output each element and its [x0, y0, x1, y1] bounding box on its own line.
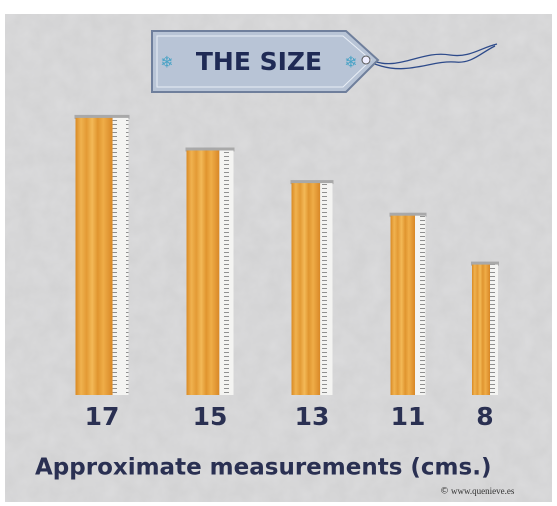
value-label: 13 — [295, 402, 330, 431]
chart-title: THE SIZE — [196, 47, 322, 76]
ruler-scale — [219, 151, 233, 396]
tag-hole — [362, 56, 370, 64]
value-label: 8 — [476, 402, 493, 431]
bar — [76, 118, 113, 395]
ruler-scale — [490, 265, 498, 395]
credit: www.quenieve.es — [451, 486, 515, 496]
ruler-scale — [113, 118, 129, 395]
value-label: 17 — [85, 402, 120, 431]
value-label: 11 — [391, 402, 426, 431]
credit-icon: © — [440, 487, 449, 497]
snowflake: ❄ — [344, 53, 357, 72]
x-axis-label: Approximate measurements (cms.) — [35, 455, 491, 481]
bar — [472, 265, 490, 395]
bar — [292, 183, 321, 395]
ruler-scale — [320, 183, 332, 395]
snowflake: ❄ — [160, 53, 173, 72]
bar — [391, 216, 416, 395]
bar — [187, 151, 220, 396]
page: {"chart_data": {"type": "bar", "title": … — [0, 0, 557, 506]
chart: ❄ ❄ THE SIZE Approximate measurements (c… — [0, 0, 557, 506]
ruler-scale — [415, 216, 426, 395]
value-label: 15 — [193, 402, 228, 431]
